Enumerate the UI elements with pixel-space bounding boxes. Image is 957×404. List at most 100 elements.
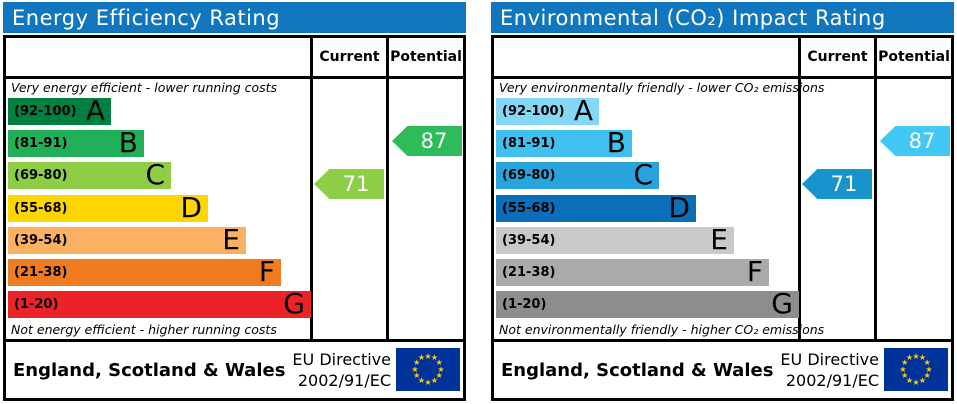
eu-flag-star: ★ xyxy=(417,375,426,385)
eu-directive-line1: EU Directive xyxy=(292,350,391,369)
rating-band-b: (81-91) B xyxy=(8,125,144,159)
environmental-impact-chart: Environmental (CO₂) Impact Rating Current… xyxy=(491,2,954,401)
footer-divider xyxy=(6,339,463,342)
band-letter: F xyxy=(258,254,275,288)
eu-flag-star: ★ xyxy=(901,358,909,367)
band-letter: E xyxy=(222,222,240,256)
rating-band-d: (55-68) D xyxy=(496,190,696,224)
band-range-label: (92-100) xyxy=(502,104,565,119)
band-letter: E xyxy=(710,222,728,256)
eu-flag-star: ★ xyxy=(424,351,432,361)
potential-column-header: Potential xyxy=(390,49,462,65)
column-divider xyxy=(798,38,801,342)
band-letter: D xyxy=(668,190,690,224)
current-column-header: Current xyxy=(807,49,868,65)
eu-flag-star: ★ xyxy=(912,351,920,361)
eu-flag-star: ★ xyxy=(413,371,421,380)
chart-title: Environmental (CO₂) Impact Rating xyxy=(500,5,886,30)
rating-table-body: Current Potential Very environmentally fri… xyxy=(494,38,951,398)
rating-band-b: (81-91) B xyxy=(496,125,632,159)
top-note: Very environmentally friendly - lower CO… xyxy=(499,80,825,95)
band-range-label: (92-100) xyxy=(14,104,77,119)
eu-directive-line2: 2002/91/EC xyxy=(785,371,879,390)
band-letter: C xyxy=(633,157,653,191)
band-letter: F xyxy=(746,254,763,288)
band-range-label: (1-20) xyxy=(502,297,547,312)
eu-flag-star: ★ xyxy=(424,377,432,387)
band-range-label: (39-54) xyxy=(502,233,556,248)
eu-flag-star: ★ xyxy=(411,364,419,374)
rating-band-a: (92-100) A xyxy=(496,93,599,127)
band-range-label: (55-68) xyxy=(14,201,68,216)
band-range-label: (39-54) xyxy=(14,233,68,248)
rating-band-e: (39-54) E xyxy=(496,222,734,256)
potential-column-header: Potential xyxy=(878,49,950,65)
column-divider xyxy=(386,38,389,342)
rating-band-e: (39-54) E xyxy=(8,222,246,256)
band-letter: G xyxy=(283,286,305,320)
rating-band-c: (69-80) C xyxy=(8,157,171,191)
eu-flag-star: ★ xyxy=(905,353,914,363)
chart-title: Energy Efficiency Rating xyxy=(12,5,281,30)
table-footer: England, Scotland & Wales EU Directive 200… xyxy=(6,342,463,398)
current-rating-marker: 71 xyxy=(802,169,872,199)
eu-directive-line1: EU Directive xyxy=(780,350,879,369)
eu-flag-star: ★ xyxy=(430,375,439,385)
band-letter: A xyxy=(85,93,105,127)
eu-flag-star: ★ xyxy=(918,353,927,363)
band-letter: G xyxy=(771,286,793,320)
eu-flag-star: ★ xyxy=(413,358,421,367)
band-letter: B xyxy=(606,125,626,159)
eu-flag-star: ★ xyxy=(923,358,931,367)
band-letter: C xyxy=(145,157,165,191)
rating-band-f: (21-38) F xyxy=(8,254,281,288)
eu-flag-star: ★ xyxy=(435,358,443,367)
eu-flag-star: ★ xyxy=(899,364,907,374)
chart-title-bar: Environmental (CO₂) Impact Rating xyxy=(491,2,954,33)
rating-band-g: (1-20) G xyxy=(8,286,311,320)
rating-band-c: (69-80) C xyxy=(496,157,659,191)
band-range-label: (21-38) xyxy=(502,265,556,280)
bottom-note: Not environmentally friendly - higher CO… xyxy=(499,322,825,337)
column-divider xyxy=(310,38,313,342)
band-range-label: (1-20) xyxy=(14,297,59,312)
header-row-divider xyxy=(494,76,951,79)
eu-flag-star: ★ xyxy=(912,377,920,387)
eu-flag-star: ★ xyxy=(918,375,927,385)
footer-divider xyxy=(494,339,951,342)
band-range-label: (69-80) xyxy=(502,168,556,183)
table-footer: England, Scotland & Wales EU Directive 200… xyxy=(494,342,951,398)
header-row-divider xyxy=(6,76,463,79)
eu-flag-star: ★ xyxy=(901,371,909,380)
band-letter: B xyxy=(118,125,138,159)
rating-table: Current Potential Very energy efficient - … xyxy=(3,35,466,401)
rating-band-a: (92-100) A xyxy=(8,93,111,127)
eu-flag-star: ★ xyxy=(435,371,443,380)
eu-flag-star: ★ xyxy=(925,364,933,374)
band-range-label: (81-91) xyxy=(14,136,68,151)
top-note: Very energy efficient - lower running co… xyxy=(11,80,278,95)
eu-flag-star: ★ xyxy=(430,353,439,363)
rating-table: Current Potential Very environmentally fri… xyxy=(491,35,954,401)
band-range-label: (81-91) xyxy=(502,136,556,151)
eu-flag: ★ ★ ★ ★ ★ ★ ★ ★ ★ ★ ★ ★ xyxy=(396,348,460,391)
band-range-label: (69-80) xyxy=(14,168,68,183)
chart-title-bar: Energy Efficiency Rating xyxy=(3,2,466,33)
eu-directive-label: EU Directive 2002/91/EC xyxy=(780,349,879,391)
bottom-note: Not energy efficient - higher running co… xyxy=(11,322,277,337)
region-label: England, Scotland & Wales xyxy=(13,359,286,381)
eu-directive-line2: 2002/91/EC xyxy=(297,371,391,390)
eu-flag-star: ★ xyxy=(905,375,914,385)
band-range-label: (21-38) xyxy=(14,265,68,280)
current-rating-marker: 71 xyxy=(314,169,384,199)
band-letter: D xyxy=(180,190,202,224)
rating-band-g: (1-20) G xyxy=(496,286,799,320)
column-divider xyxy=(874,38,877,342)
region-label: England, Scotland & Wales xyxy=(501,359,774,381)
potential-rating-marker: 87 xyxy=(880,126,950,156)
eu-flag: ★ ★ ★ ★ ★ ★ ★ ★ ★ ★ ★ ★ xyxy=(884,348,948,391)
eu-flag-star: ★ xyxy=(923,371,931,380)
band-letter: A xyxy=(573,93,593,127)
eu-flag-star: ★ xyxy=(437,364,445,374)
